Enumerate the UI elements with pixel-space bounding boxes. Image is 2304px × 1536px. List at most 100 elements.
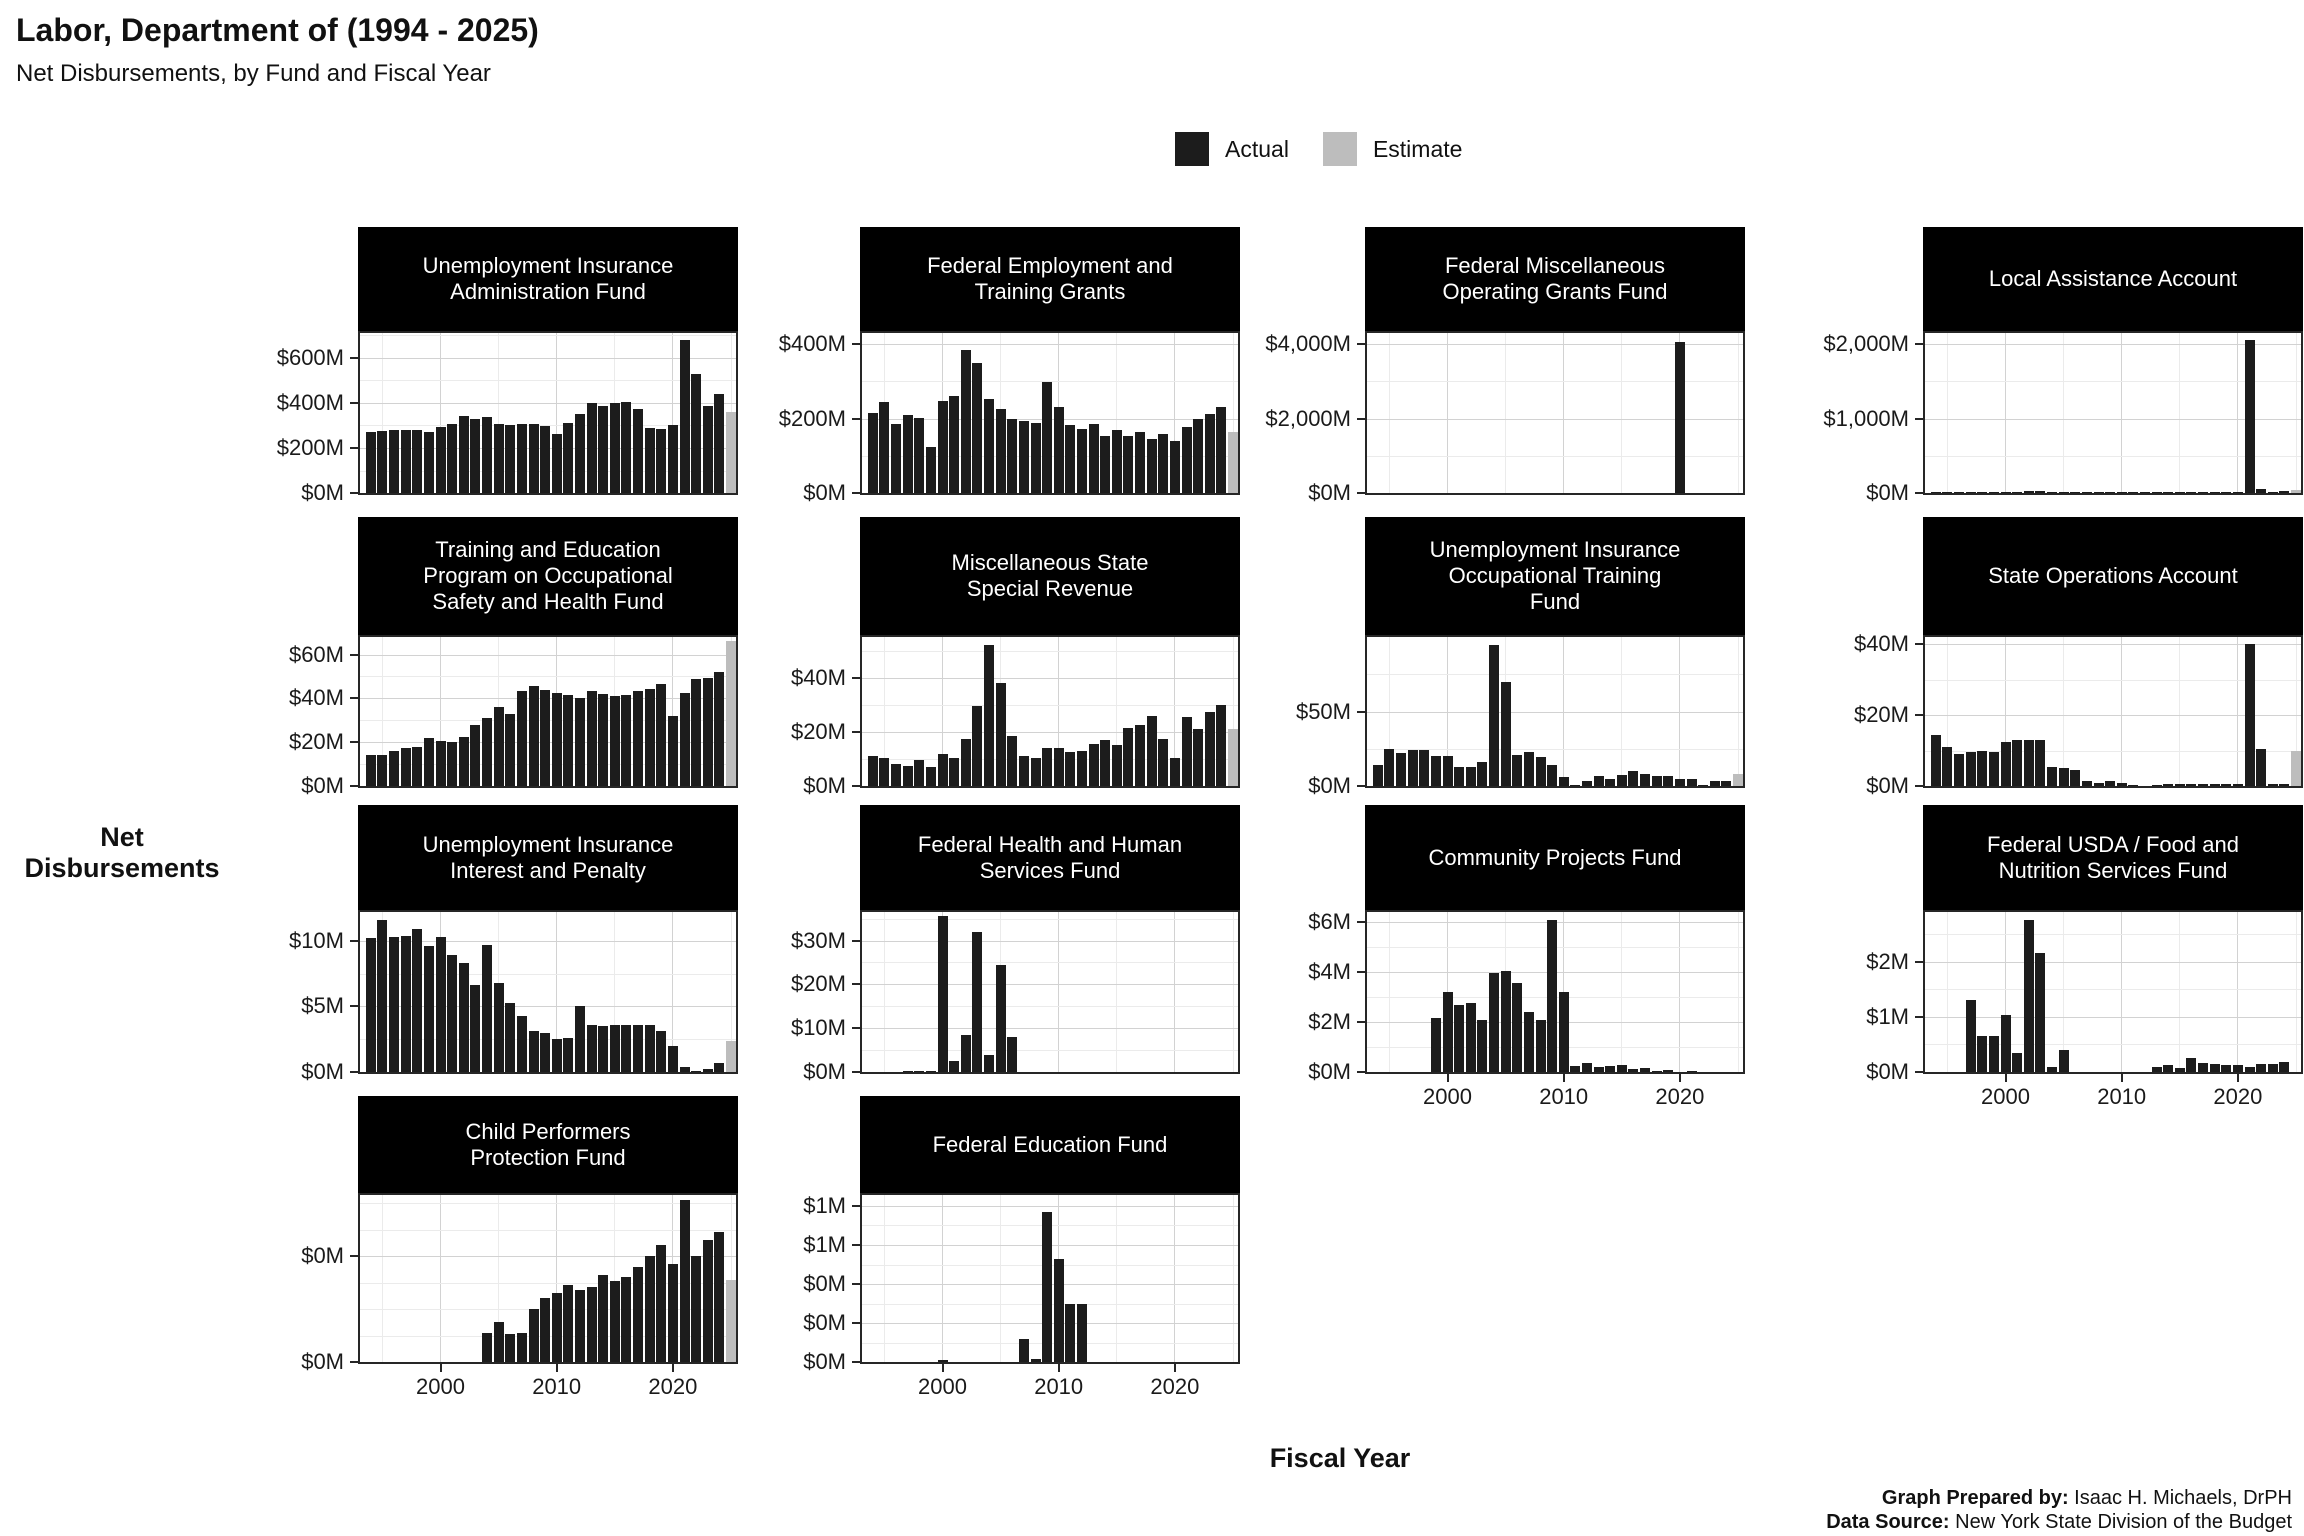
panel-title: Services Fund (979, 857, 1121, 883)
bar-2008 (2093, 782, 2104, 786)
gridline-h (1925, 934, 2301, 936)
bar-2006 (1512, 983, 1523, 1072)
bar-2023 (702, 677, 713, 786)
bar-2016 (1123, 436, 1134, 493)
bar-1996 (389, 936, 399, 1072)
bar-2023 (1709, 780, 1720, 786)
bar-1998 (1977, 492, 1988, 493)
panel-local-assistance: Local Assistance Account $0M $1,000M $2,000… (1803, 227, 2303, 539)
bar-2010 (1053, 748, 1064, 786)
bar-2003 (2035, 953, 2046, 1072)
bar-2022 (1193, 419, 1204, 493)
bar-2004 (1489, 973, 1499, 1072)
bar-2014 (2163, 1065, 2174, 1072)
panel-ui-interest-penalty: Unemployment Insurance Interest and Penal… (238, 805, 738, 1118)
bar-2011 (1065, 752, 1076, 786)
bar-1994 (365, 938, 376, 1072)
gridline-v (2121, 333, 2123, 493)
gridline-h (1925, 961, 2301, 963)
bar-1994 (867, 413, 878, 493)
y-tick-mark (852, 676, 860, 679)
y-tick-mark (350, 1005, 358, 1008)
plot-area (358, 910, 738, 1074)
bar-2009 (1547, 765, 1558, 786)
bar-2011 (1065, 424, 1076, 493)
bar-2007 (516, 1015, 527, 1072)
bar-2003 (1477, 1019, 1488, 1072)
bar-2003 (470, 985, 481, 1072)
bar-1996 (891, 424, 901, 493)
y-tick-label: $0M (1866, 1059, 1909, 1084)
bar-2017 (633, 409, 643, 493)
bar-2023 (2267, 491, 2278, 493)
bar-1996 (1954, 754, 1964, 786)
panel-strip: Federal Miscellaneous Operating Grants Fu… (1365, 227, 1745, 331)
bar-2001 (949, 757, 960, 786)
y-tick-label: $60M (288, 641, 344, 667)
gridline-h (862, 677, 1238, 679)
panel-strip: Unemployment Insurance Occupational Train… (1365, 517, 1745, 635)
y-tick-mark (350, 697, 358, 700)
bar-2015 (2174, 1067, 2185, 1072)
y-tick-mark (350, 446, 358, 449)
bar-2025 (726, 1040, 736, 1072)
bar-2008 (1535, 1019, 1546, 1072)
bar-2009 (1042, 382, 1053, 493)
bar-2014 (598, 1026, 609, 1072)
y-tick-label: $0M (803, 1271, 846, 1296)
panel-title: Special Revenue (966, 576, 1134, 601)
bar-2019 (1663, 1069, 1674, 1072)
bar-2014 (1605, 1065, 1616, 1072)
bar-2016 (621, 695, 632, 786)
bar-2010 (2116, 782, 2127, 786)
gridline-v (2063, 637, 2065, 786)
gridline-v (672, 637, 674, 786)
bar-1999 (1988, 752, 1999, 786)
bar-2019 (656, 1245, 667, 1362)
bar-2006 (1007, 735, 1018, 786)
y-tick-mark (852, 1243, 860, 1246)
x-tick-label: 2010 (2097, 1084, 2147, 1109)
bar-1997 (902, 1071, 913, 1072)
x-tick-label: 2010 (1034, 1374, 1084, 1399)
gridline-h (1925, 1016, 2301, 1018)
bar-2007 (1018, 756, 1029, 786)
gridline-v (1621, 333, 1623, 493)
y-tick-mark (852, 417, 860, 420)
bar-2022 (2256, 488, 2267, 493)
y-tick-label: $0M (301, 773, 344, 798)
panel-fed-usda-fns: Federal USDA / Food and Nutrition Service… (1803, 805, 2303, 1118)
bar-1994 (1372, 765, 1383, 786)
gridline-v (1174, 637, 1176, 786)
bar-2015 (609, 696, 620, 786)
bar-2011 (1570, 1065, 1581, 1072)
panel-title: Unemployment Insurance (422, 253, 674, 278)
bar-2006 (1007, 419, 1018, 493)
bar-2019 (656, 1031, 667, 1072)
panel-title: Training Grants (974, 279, 1126, 304)
bar-2024 (2279, 1062, 2290, 1072)
gridline-h (1367, 748, 1743, 750)
panel-title: Federal Employment and (927, 253, 1173, 278)
bar-1999 (1988, 492, 1999, 493)
bar-2014 (598, 405, 609, 493)
gridline-h (862, 1205, 1238, 1207)
bar-2015 (1616, 774, 1627, 786)
bar-2003 (2035, 739, 2046, 786)
bar-2009 (1042, 1212, 1053, 1362)
page-subtitle: Net Disbursements, by Fund and Fiscal Ye… (16, 60, 491, 87)
y-tick-mark (852, 1322, 860, 1324)
plot-area (1923, 910, 2303, 1074)
bar-2025 (1228, 432, 1238, 493)
bar-2020 (1169, 757, 1180, 786)
plot-area (860, 635, 1240, 788)
bar-1995 (1384, 748, 1395, 786)
bar-2015 (1616, 1064, 1627, 1072)
bar-2018 (2209, 492, 2220, 493)
bar-1998 (1419, 750, 1430, 786)
bar-1995 (1942, 747, 1953, 786)
gridline-v (1174, 333, 1176, 493)
gridline-v (1116, 912, 1118, 1072)
gridline-v (1447, 333, 1448, 493)
bar-1997 (1965, 752, 1976, 786)
